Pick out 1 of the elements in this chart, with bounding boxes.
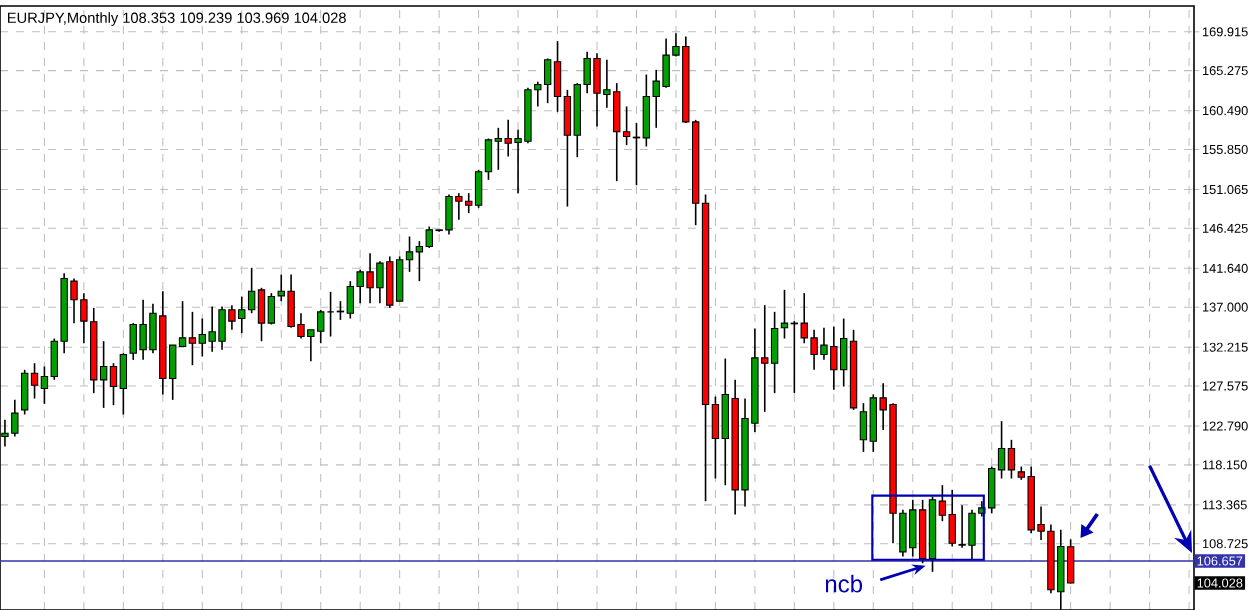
annotation: ncb [825, 574, 863, 593]
